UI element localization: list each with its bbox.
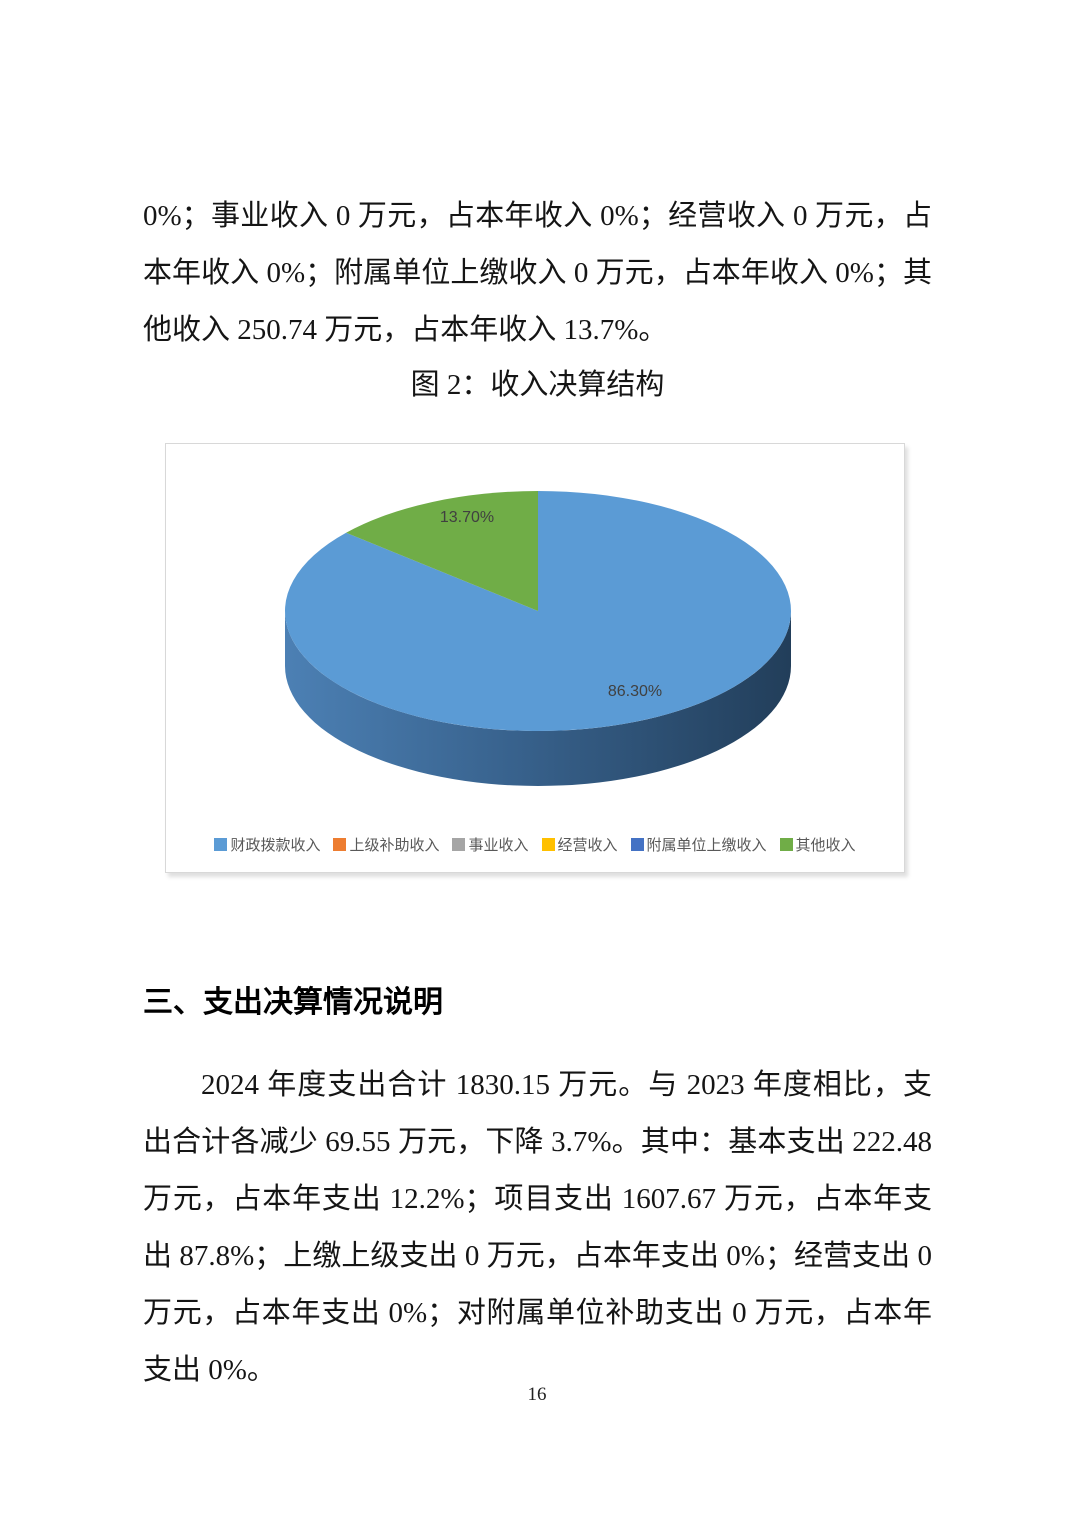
legend-swatch-icon [452,837,466,851]
expenditure-paragraph: 2024 年度支出合计 1830.15 万元。与 2023 年度相比，支出合计各… [143,1069,932,1386]
income-pie-chart: 13.70% 86.30% 财政拨款收入 上级补助收入 事业收入 经营收入 [165,443,905,873]
legend-swatch-icon [541,837,555,851]
pie-slice-fiscal-income [285,491,792,731]
figure-caption: 图 2：收入决算结构 [410,369,665,401]
legend-item-fiscal-income: 财政拨款收入 [214,834,320,855]
pie-side-wall [285,611,791,786]
page-number: 16 [527,1384,547,1405]
pie-chart-canvas: 13.70% 86.30% [285,491,792,786]
legend-label: 其他收入 [795,836,856,854]
pie-slice-other-income [346,491,538,611]
legend-swatch-icon [333,837,347,851]
legend-label: 附属单位上缴收入 [646,836,767,854]
legend-label: 事业收入 [468,836,529,854]
pie-label-fiscal-income: 86.30% [608,683,662,700]
legend-swatch-icon [779,837,793,851]
legend-swatch-icon [630,837,644,851]
legend-item-business-income: 事业收入 [452,834,529,855]
legend-item-affiliated-unit-income: 附属单位上缴收入 [630,834,767,855]
legend-item-other-income: 其他收入 [779,834,856,855]
legend-item-superior-subsidy-income: 上级补助收入 [333,834,439,855]
legend-label: 财政拨款收入 [230,836,321,854]
income-paragraph: 0%；事业收入 0 万元，占本年收入 0%；经营收入 0 万元，占本年收入 0%… [143,200,932,346]
legend-label: 经营收入 [557,836,618,854]
section-heading-expenditure: 三、支出决算情况说明 [143,986,443,1019]
legend-swatch-icon [214,837,228,851]
legend-label: 上级补助收入 [349,836,440,854]
legend-item-operating-income: 经营收入 [541,834,618,855]
pie-label-other-income: 13.70% [440,509,494,526]
chart-legend: 财政拨款收入 上级补助收入 事业收入 经营收入 附属单位上缴收入 其他收入 [166,833,904,855]
